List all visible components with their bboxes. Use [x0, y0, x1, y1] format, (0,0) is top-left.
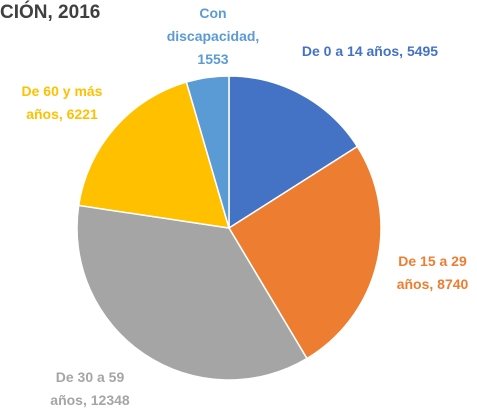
- pie-slice: [185, 75, 230, 229]
- data-label: Con discapacidad, 1553: [163, 2, 263, 71]
- value-label: 8740: [437, 276, 469, 292]
- pie-slice: [76, 204, 308, 381]
- value-label: 1553: [197, 51, 229, 67]
- category-label: De 15 a 29 años,: [396, 253, 467, 292]
- category-label: De 30 a 59 años,: [50, 369, 125, 408]
- pie-slice: [228, 75, 359, 230]
- chart-title: CIÓN, 2016: [0, 2, 101, 23]
- data-label: De 60 y más años, 6221: [10, 80, 114, 126]
- category-label: Con discapacidad,: [166, 5, 260, 44]
- pie-slice: [77, 81, 231, 229]
- category-label: De 0 a 14 años,: [301, 43, 404, 59]
- value-label: 12348: [90, 392, 130, 408]
- category-label: De 60 y más años,: [21, 83, 103, 122]
- value-label: 6221: [66, 106, 98, 122]
- pie-slice: [227, 145, 382, 360]
- data-label: De 0 a 14 años, 5495: [300, 40, 440, 63]
- data-label: De 15 a 29 años, 8740: [385, 250, 477, 296]
- data-label: De 30 a 59 años, 12348: [40, 366, 140, 412]
- value-label: 5495: [406, 43, 439, 59]
